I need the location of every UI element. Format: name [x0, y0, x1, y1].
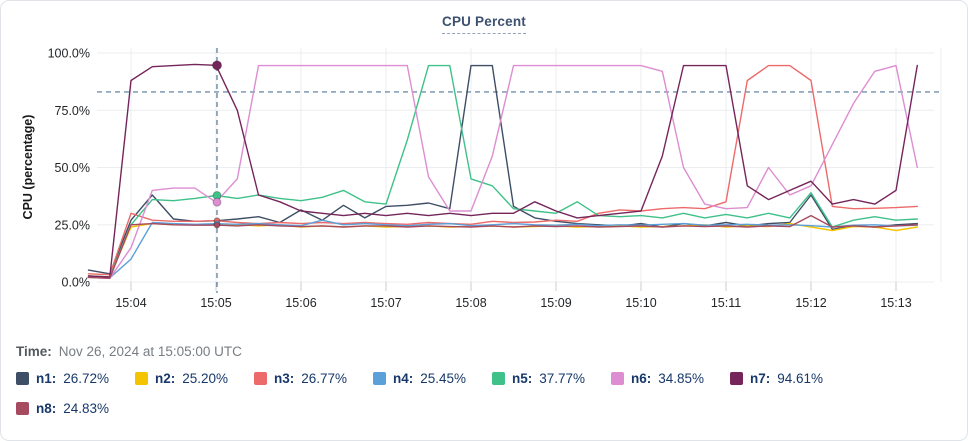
legend-item-n1[interactable]: n1: 26.72%	[16, 370, 135, 387]
x-tick-label: 15:10	[625, 296, 656, 310]
legend-swatch-n4	[373, 372, 386, 385]
x-tick-label: 15:05	[200, 296, 231, 310]
legend-label: n8:	[36, 401, 57, 416]
legend-swatch-n8	[16, 402, 29, 415]
legend-value: 26.77%	[301, 371, 348, 386]
legend-swatch-n6	[611, 372, 624, 385]
legend-value: 37.77%	[539, 371, 586, 386]
legend-item-n8[interactable]: n8: 24.83%	[16, 400, 135, 417]
x-tick-label: 15:04	[115, 296, 146, 310]
legend-value: 25.45%	[420, 371, 467, 386]
legend-swatch-n3	[254, 372, 267, 385]
legend-item-n7[interactable]: n7: 94.61%	[730, 370, 849, 387]
series-line-n4	[87, 219, 918, 279]
legend-item-n4[interactable]: n4: 25.45%	[373, 370, 492, 387]
y-axis-title: CPU (percentage)	[21, 115, 35, 220]
timestamp-row: Time: Nov 26, 2024 at 15:05:00 UTC	[16, 344, 242, 359]
legend-swatch-n1	[16, 372, 29, 385]
legend-value: 94.61%	[777, 371, 824, 386]
legend-label: n4:	[393, 371, 414, 386]
legend-label: n7:	[750, 371, 771, 386]
legend: n1: 26.72% n2: 25.20% n3: 26.77% n4: 25.45% n5: 3…	[16, 370, 958, 417]
x-tick-label: 15:13	[880, 296, 911, 310]
legend-swatch-n2	[135, 372, 148, 385]
legend-label: n2:	[155, 371, 176, 386]
legend-value: 25.20%	[182, 371, 229, 386]
x-tick-label: 15:06	[285, 296, 316, 310]
legend-item-n6[interactable]: n6: 34.85%	[611, 370, 730, 387]
crosshair-marker-n7	[212, 60, 222, 71]
series-line-n1	[87, 64, 918, 275]
cpu-percent-chart[interactable]: 0.0% 25.0% 50.0% 75.0% 100.0% 15:04 15:05 15:06…	[1, 1, 968, 323]
legend-label: n3:	[274, 371, 295, 386]
series-line-n6	[87, 64, 918, 279]
time-label: Time:	[16, 344, 52, 359]
legend-value: 34.85%	[658, 371, 705, 386]
crosshair-marker-n8	[213, 221, 221, 229]
y-tick-label: 75.0%	[55, 104, 90, 118]
legend-label: n1:	[36, 371, 57, 386]
legend-item-n2[interactable]: n2: 25.20%	[135, 370, 254, 387]
time-value: Nov 26, 2024 at 15:05:00 UTC	[58, 344, 242, 359]
x-tick-label: 15:11	[711, 296, 741, 310]
series-line-n3	[87, 64, 918, 276]
series-line-n8	[87, 214, 918, 279]
x-tick-label: 15:07	[370, 296, 401, 310]
y-tick-label: 100.0%	[48, 47, 90, 61]
legend-value: 24.83%	[63, 401, 110, 416]
y-tick-label: 50.0%	[55, 161, 90, 175]
legend-swatch-n7	[730, 372, 743, 385]
crosshair-marker-n6	[212, 197, 222, 207]
legend-item-n5[interactable]: n5: 37.77%	[492, 370, 611, 387]
series-line-n2	[87, 222, 918, 278]
x-tick-label: 15:08	[455, 296, 486, 310]
y-tick-label: 25.0%	[55, 218, 90, 232]
series-line-n7	[87, 63, 918, 278]
y-tick-label: 0.0%	[62, 276, 91, 290]
x-tick-label: 15:12	[795, 296, 826, 310]
legend-value: 26.72%	[63, 371, 110, 386]
legend-item-n3[interactable]: n3: 26.77%	[254, 370, 373, 387]
chart-title[interactable]: CPU Percent	[442, 14, 526, 34]
series-line-n5	[87, 64, 918, 278]
x-tick-label: 15:09	[540, 296, 571, 310]
legend-label: n6:	[631, 371, 652, 386]
legend-label: n5:	[512, 371, 533, 386]
legend-swatch-n5	[492, 372, 505, 385]
